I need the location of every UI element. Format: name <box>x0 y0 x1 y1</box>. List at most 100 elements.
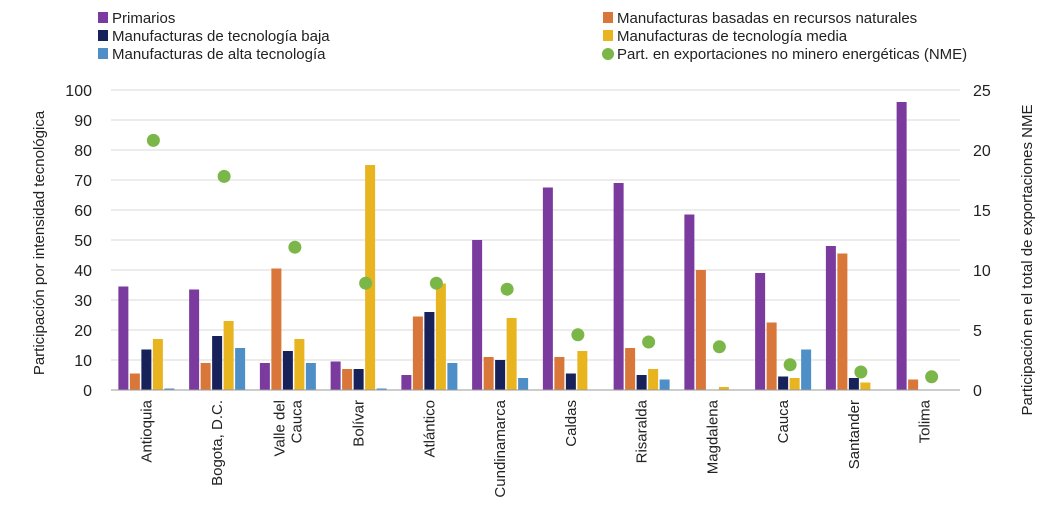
y-tick-label: 20 <box>74 323 92 340</box>
bar <box>518 378 529 390</box>
nme-point <box>854 365 868 379</box>
bar <box>659 379 670 390</box>
nme-point <box>217 169 231 183</box>
bar <box>472 240 483 390</box>
y2-tick-label: 15 <box>973 203 991 220</box>
bar <box>212 336 223 390</box>
category-label: Magdalena <box>704 399 721 474</box>
category-label-text: Valle del <box>271 400 288 456</box>
nme-point <box>429 276 443 290</box>
nme-point <box>288 240 302 254</box>
bar <box>483 357 494 390</box>
legend-label: Manufacturas de tecnología baja <box>112 28 330 45</box>
bar <box>648 369 659 390</box>
bar <box>353 369 364 390</box>
bar <box>365 165 376 390</box>
y-tick-label: 70 <box>74 173 92 190</box>
bar <box>801 349 812 390</box>
nme-point <box>642 335 656 349</box>
bar <box>908 379 919 390</box>
nme-point <box>500 282 514 296</box>
bar <box>447 363 458 390</box>
category-label-text: Caldas <box>563 400 580 447</box>
bar <box>401 375 412 390</box>
y2-tick-label: 20 <box>973 143 991 160</box>
bar <box>330 361 341 390</box>
gridlines <box>111 89 960 361</box>
bar <box>271 268 282 390</box>
bar <box>118 286 129 390</box>
legend-label: Part. en exportaciones no minero energét… <box>617 46 967 63</box>
category-label-text: Atlántico <box>421 400 438 458</box>
axes: 0 10 20 30 40 50 60 70 80 90 100 0 5 10 15 20 25 Antioqui… <box>65 83 991 498</box>
bar <box>129 373 140 390</box>
y-tick-label: 90 <box>74 113 92 130</box>
bar <box>755 273 766 390</box>
bar <box>294 339 305 390</box>
category-label-text: Bogota, D.C. <box>209 400 226 486</box>
nme-point <box>571 328 585 342</box>
bar <box>613 183 624 390</box>
bar <box>189 289 200 390</box>
legend-label: Manufacturas de alta tecnología <box>112 46 326 63</box>
legend: Primarios Manufacturas basadas en recurso… <box>98 10 967 63</box>
legend-swatch <box>603 30 613 41</box>
category-label: Bogota, D.C. <box>209 400 226 486</box>
bar <box>424 312 435 390</box>
nme-point <box>146 133 160 147</box>
bar <box>718 387 729 390</box>
bar <box>766 322 777 390</box>
bar <box>376 388 387 390</box>
bar <box>435 283 446 390</box>
category-label-text: Cauca <box>775 399 792 443</box>
category-label: Bolívar <box>351 400 368 447</box>
bar <box>778 376 789 390</box>
y2-tick-label: 5 <box>973 323 982 340</box>
legend-label: Manufacturas de tecnología media <box>617 28 848 45</box>
y-tick-label: 30 <box>74 293 92 310</box>
nme-point <box>712 340 726 354</box>
y-axis-title: Participación por intensidad tecnológica <box>31 110 48 375</box>
bar <box>495 360 506 390</box>
y-tick-label: 0 <box>83 383 92 400</box>
category-label: Risaralda <box>634 399 651 463</box>
bar <box>565 373 576 390</box>
bar <box>860 382 871 390</box>
nme-point <box>359 276 373 290</box>
bar <box>636 375 647 390</box>
bar <box>282 351 293 390</box>
bar <box>305 363 316 390</box>
category-label: Caldas <box>563 400 580 447</box>
y2-axis-title: Participación en el total de exportacion… <box>1019 104 1036 415</box>
legend-swatch <box>98 30 108 41</box>
y-tick-label: 40 <box>74 263 92 280</box>
y-tick-label: 100 <box>65 83 92 100</box>
bar <box>848 378 859 390</box>
y-tick-label: 60 <box>74 203 92 220</box>
bar <box>695 270 706 390</box>
y2-tick-label: 25 <box>973 83 991 100</box>
y2-tick-label: 0 <box>973 383 982 400</box>
bar <box>164 388 175 390</box>
category-label: Cundinamarca <box>492 399 509 497</box>
legend-swatch <box>98 48 108 59</box>
bar <box>200 363 211 390</box>
nme-point <box>783 358 797 372</box>
category-label-text: Risaralda <box>634 399 651 463</box>
category-label-text: Magdalena <box>704 399 721 474</box>
bar <box>577 351 588 390</box>
bar <box>554 357 565 390</box>
bar <box>684 214 695 390</box>
bar <box>625 348 636 390</box>
category-label: Santander <box>846 400 863 469</box>
legend-label: Manufacturas basadas en recursos natural… <box>617 10 917 27</box>
legend-swatch <box>98 12 108 23</box>
category-label-text: Cundinamarca <box>492 399 509 497</box>
category-label: Antioquia <box>138 399 155 462</box>
category-label: Valle del Cauca <box>271 399 305 456</box>
bar <box>896 102 907 390</box>
y2-tick-label: 10 <box>973 263 991 280</box>
bar <box>837 253 848 390</box>
y-tick-label: 80 <box>74 143 92 160</box>
bar <box>342 369 353 390</box>
